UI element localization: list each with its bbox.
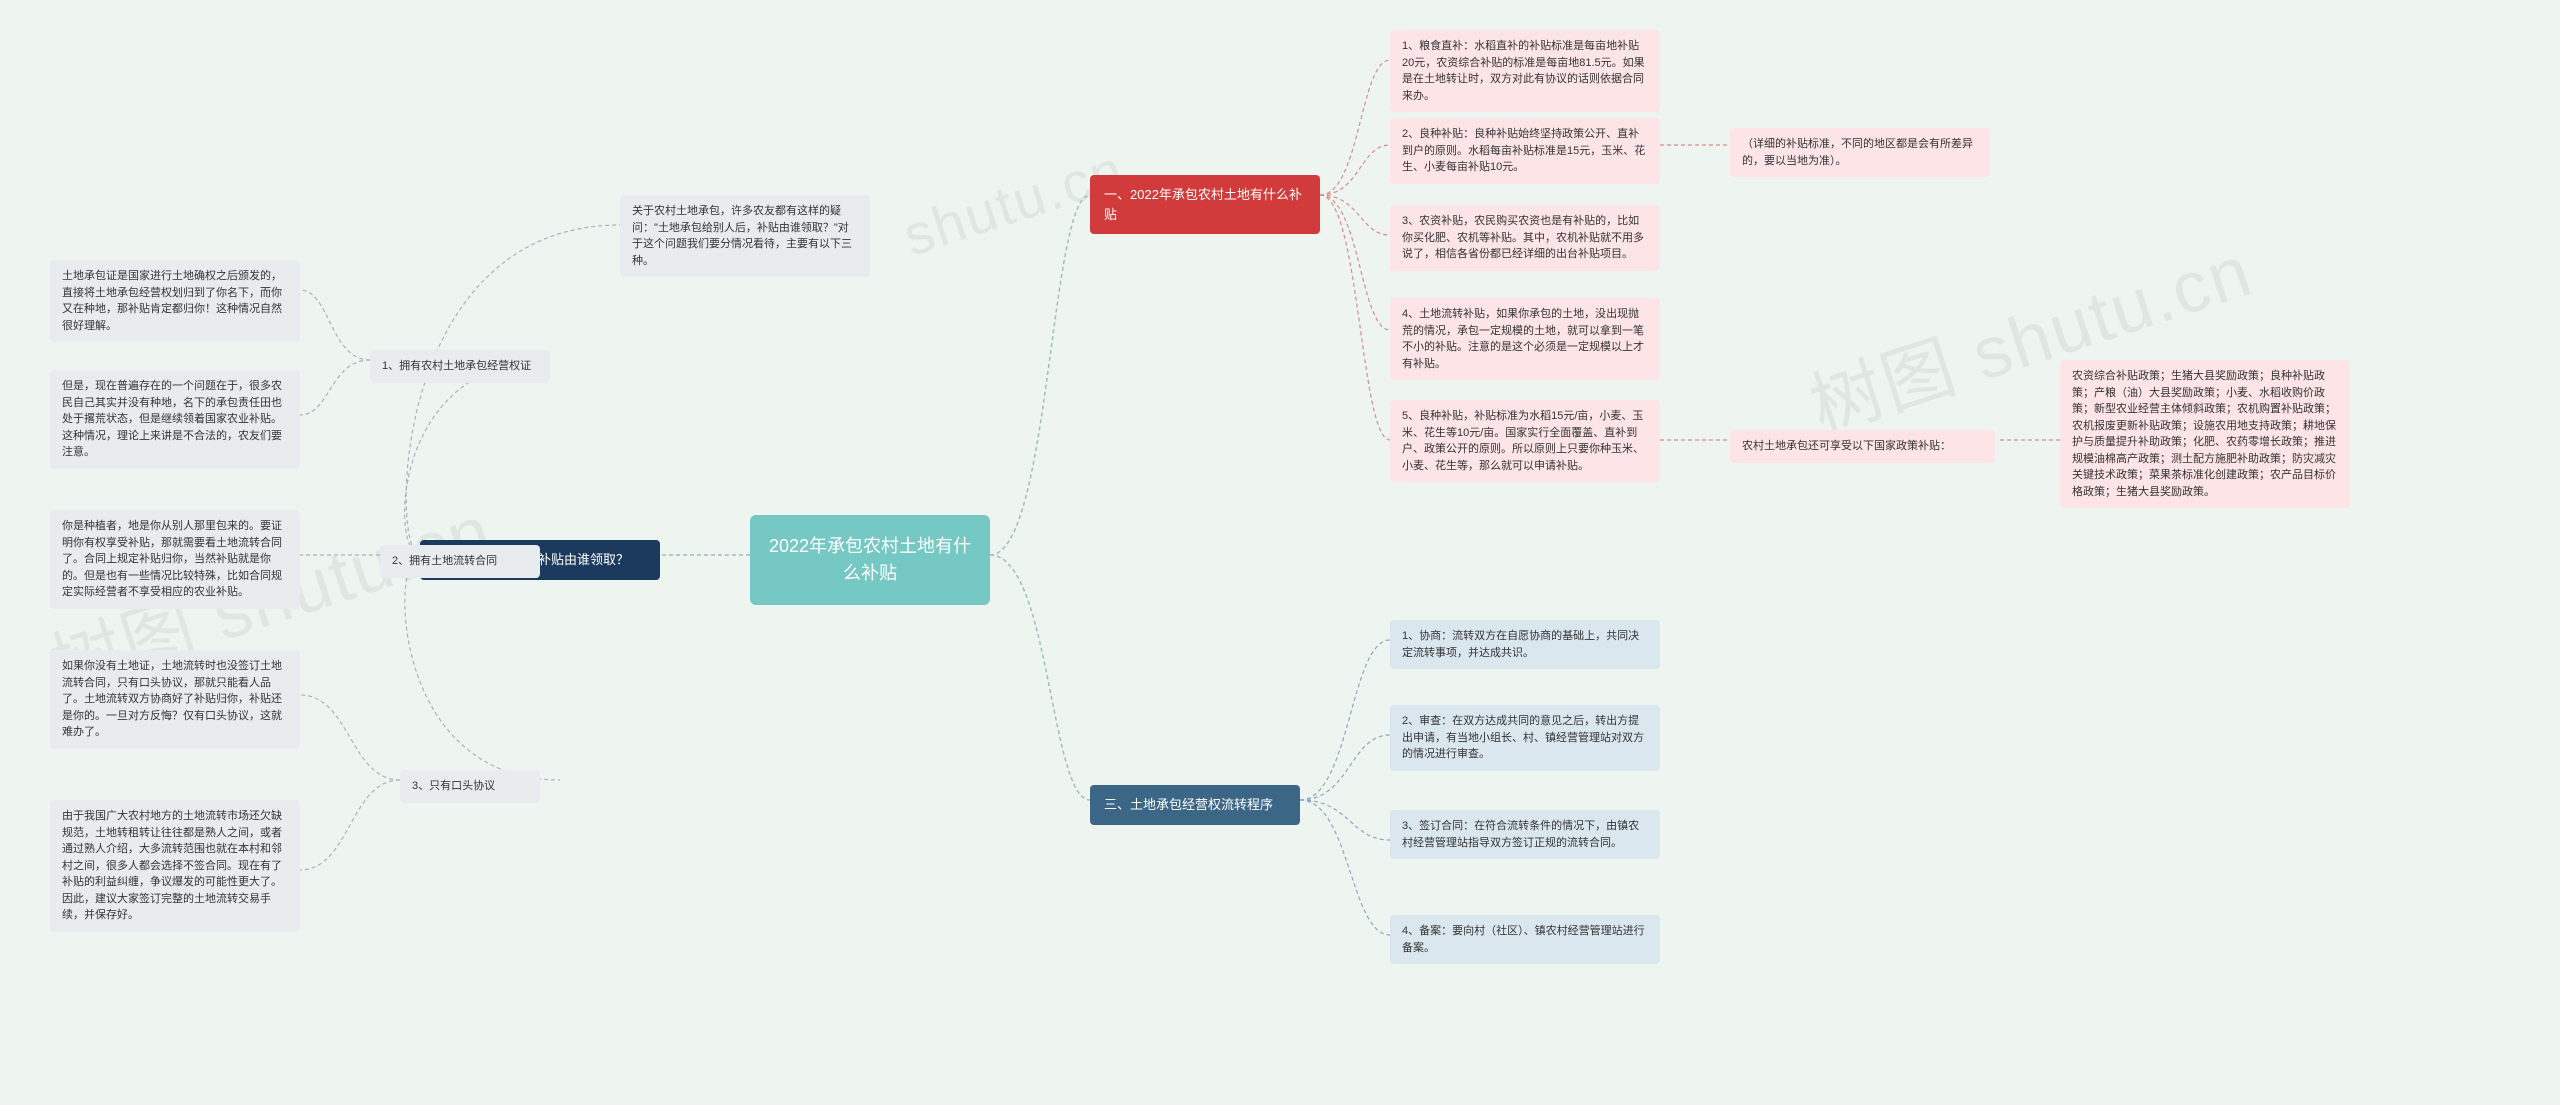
b1-leaf-5-label: 农村土地承包还可享受以下国家政策补贴：: [1730, 430, 1995, 463]
branch-1[interactable]: 一、2022年承包农村土地有什么补贴: [1090, 175, 1320, 234]
b1-leaf-2-note: （详细的补贴标准，不同的地区都是会有所差异的，要以当地为准）。: [1730, 128, 1990, 177]
b2-h3: 3、只有口头协议: [400, 770, 540, 803]
b2-intro: 关于农村土地承包，许多农友都有这样的疑问："土地承包给别人后，补贴由谁领取？"对…: [620, 195, 870, 277]
b1-leaf-1: 1、粮食直补：水稻直补的补贴标准是每亩地补贴20元，农资综合补贴的标准是每亩地8…: [1390, 30, 1660, 112]
b3-leaf-4: 4、备案：要向村（社区）、镇农村经营管理站进行备案。: [1390, 915, 1660, 964]
b3-leaf-2: 2、审查：在双方达成共同的意见之后，转出方提出申请，有当地小组长、村、镇经营管理…: [1390, 705, 1660, 771]
b1-leaf-2: 2、良种补贴：良种补贴始终坚持政策公开、直补到户的原则。水稻每亩补贴标准是15元…: [1390, 118, 1660, 184]
root-node[interactable]: 2022年承包农村土地有什么补贴: [750, 515, 990, 605]
b2-h2a: 你是种植者，地是你从别人那里包来的。要证明你有权享受补贴，那就需要看土地流转合同…: [50, 510, 300, 609]
b1-leaf-5-extra: 农资综合补贴政策；生猪大县奖励政策；良种补贴政策；产粮（油）大县奖励政策；小麦、…: [2060, 360, 2350, 508]
b2-h3a: 如果你没有土地证，土地流转时也没签订土地流转合同，只有口头协议，那就只能看人品了…: [50, 650, 300, 749]
b1-leaf-4: 4、土地流转补贴，如果你承包的土地，没出现抛荒的情况，承包一定规模的土地，就可以…: [1390, 298, 1660, 380]
branch-3[interactable]: 三、土地承包经营权流转程序: [1090, 785, 1300, 825]
b1-leaf-3: 3、农资补贴，农民购买农资也是有补贴的，比如你买化肥、农机等补贴。其中，农机补贴…: [1390, 205, 1660, 271]
b2-h1a: 土地承包证是国家进行土地确权之后颁发的，直接将土地承包经营权划归到了你名下，而你…: [50, 260, 300, 342]
b2-h2: 2、拥有土地流转合同: [380, 545, 540, 578]
b3-leaf-1: 1、协商：流转双方在自愿协商的基础上，共同决定流转事项，并达成共识。: [1390, 620, 1660, 669]
b2-h1: 1、拥有农村土地承包经营权证: [370, 350, 550, 383]
b3-leaf-3: 3、签订合同：在符合流转条件的情况下，由镇农村经营管理站指导双方签订正规的流转合…: [1390, 810, 1660, 859]
b1-leaf-5: 5、良种补贴，补贴标准为水稻15元/亩，小麦、玉米、花生等10元/亩。国家实行全…: [1390, 400, 1660, 482]
b2-h3b: 由于我国广大农村地方的土地流转市场还欠缺规范，土地转租转让往往都是熟人之间，或者…: [50, 800, 300, 932]
b2-h1b: 但是，现在普遍存在的一个问题在于，很多农民自己其实并没有种地，名下的承包责任田也…: [50, 370, 300, 469]
